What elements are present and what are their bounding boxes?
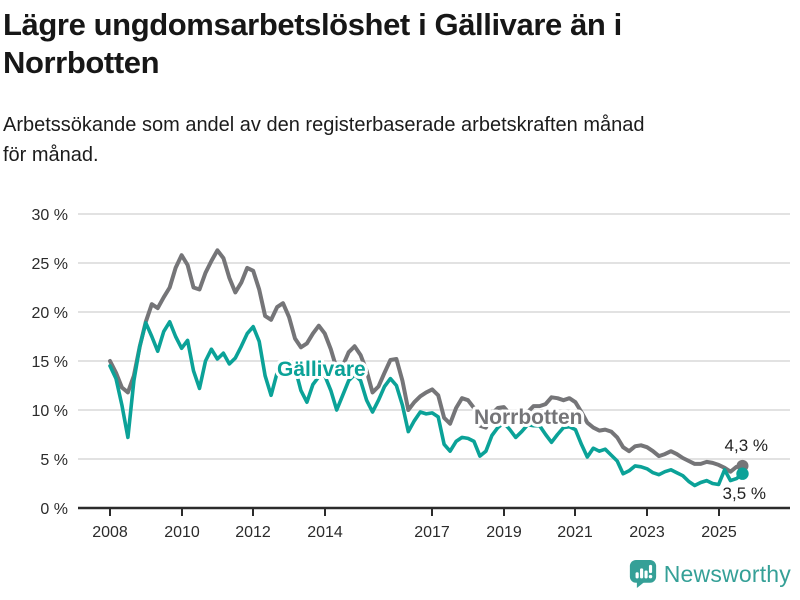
x-label-2025: 2025 (701, 524, 737, 541)
chart-header: Lägre ungdomsarbetslöshet i Gällivare än… (3, 6, 797, 170)
newsworthy-icon (629, 560, 656, 588)
y-tick-5: 5 % (40, 452, 68, 469)
x-label-2021: 2021 (557, 524, 593, 541)
x-label-2017: 2017 (414, 524, 450, 541)
y-tick-15: 15 % (32, 354, 68, 371)
x-label-2010: 2010 (164, 524, 200, 541)
x-label-2008: 2008 (92, 524, 128, 541)
title-line-2: Norrbotten (3, 45, 160, 81)
x-label-2019: 2019 (486, 524, 522, 541)
newsworthy-logo[interactable]: Newsworthy (629, 559, 791, 589)
gallivare-series-label: Gällivare (277, 358, 366, 381)
x-axis-ticks (109, 508, 720, 516)
gallivare-end-dot (736, 467, 749, 480)
norrbotten-end-value: 4,3 % (725, 436, 768, 455)
x-label-2012: 2012 (235, 524, 271, 541)
x-axis-labels: 2008 2010 2012 2014 2017 2019 2021 2023 … (92, 524, 737, 541)
gallivare-end-value: 3,5 % (723, 484, 766, 503)
y-tick-25: 25 % (32, 256, 68, 273)
page-title: Lägre ungdomsarbetslöshet i Gällivare än… (3, 6, 797, 83)
y-tick-10: 10 % (32, 403, 68, 420)
y-tick-20: 20 % (32, 305, 68, 322)
norrbotten-series-label: Norrbotten (474, 406, 583, 429)
norrbotten-line (108, 248, 745, 474)
y-tick-0: 0 % (40, 501, 68, 518)
newsworthy-brand-text: Newsworthy (663, 560, 791, 587)
gallivare-line (108, 319, 745, 488)
subtitle-line-2: för månad. (3, 143, 99, 166)
x-label-2014: 2014 (307, 524, 343, 541)
subtitle-line-1: Arbetssökande som andel av den registerb… (3, 113, 645, 136)
chart-subtitle: Arbetssökande som andel av den registerb… (3, 110, 797, 170)
title-line-1: Lägre ungdomsarbetslöshet i Gällivare än… (3, 7, 622, 42)
y-axis-labels: 0 % 5 % 10 % 15 % 20 % 25 % 30 % (32, 207, 68, 518)
gridlines (78, 213, 790, 460)
x-label-2023: 2023 (629, 524, 665, 541)
y-tick-30: 30 % (32, 207, 68, 224)
